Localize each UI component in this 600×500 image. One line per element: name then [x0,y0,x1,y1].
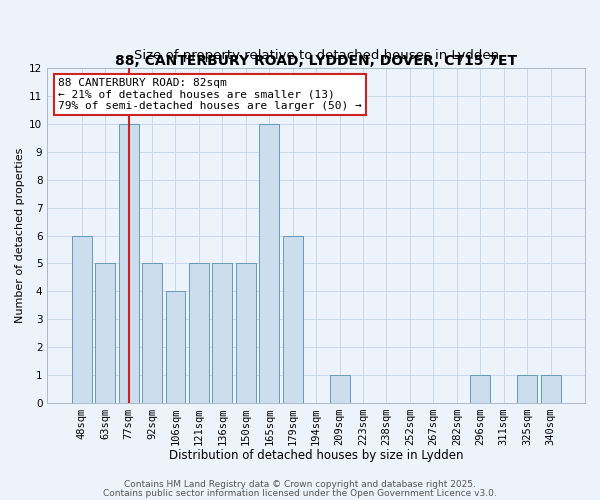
Bar [259,124,279,403]
Bar [166,292,185,403]
Bar [95,264,115,403]
Text: 88 CANTERBURY ROAD: 82sqm
← 21% of detached houses are smaller (13)
79% of semi-: 88 CANTERBURY ROAD: 82sqm ← 21% of detac… [58,78,362,112]
Bar [212,264,232,403]
X-axis label: Distribution of detached houses by size in Lydden: Distribution of detached houses by size … [169,450,463,462]
Bar [119,124,139,403]
Text: Contains HM Land Registry data © Crown copyright and database right 2025.: Contains HM Land Registry data © Crown c… [124,480,476,489]
Y-axis label: Number of detached properties: Number of detached properties [15,148,25,324]
Bar [470,375,490,403]
Text: Size of property relative to detached houses in Lydden: Size of property relative to detached ho… [134,48,499,62]
Bar [329,375,350,403]
Bar [142,264,162,403]
Text: Contains public sector information licensed under the Open Government Licence v3: Contains public sector information licen… [103,490,497,498]
Bar [72,236,92,403]
Bar [283,236,302,403]
Title: 88, CANTERBURY ROAD, LYDDEN, DOVER, CT15 7ET: 88, CANTERBURY ROAD, LYDDEN, DOVER, CT15… [115,54,517,68]
Bar [517,375,537,403]
Bar [541,375,560,403]
Bar [189,264,209,403]
Bar [236,264,256,403]
